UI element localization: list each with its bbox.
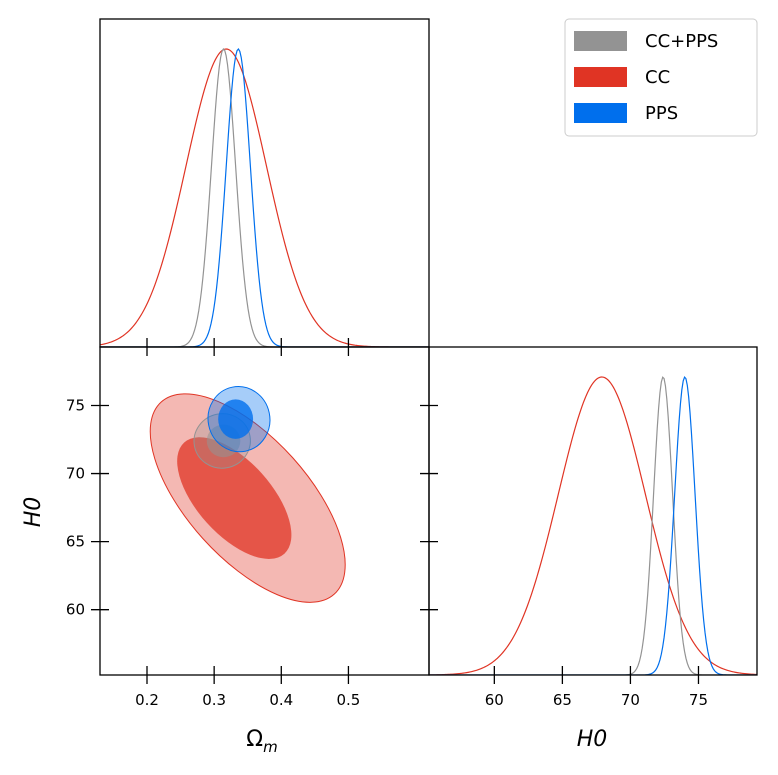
omega-m-tick-label-3: 0.5 [336,691,360,709]
h0-x-tick-label-0: 60 [485,691,504,709]
legend-label-pps: PPS [645,103,678,124]
x-axis-label-h0: H0 [577,727,608,752]
pps-contour-inner [218,399,254,439]
omega-m-tick-label-2: 0.4 [269,691,293,709]
omega-m-tick-label-1: 0.3 [202,691,226,709]
y-axis-label-h0: H0 [21,497,46,528]
legend-swatch-cc [574,67,627,87]
legend-swatch-cc-pps [574,31,627,51]
panel-omega-m-1d [99,18,430,356]
legend-label-cc: CC [645,67,670,88]
h0-x-tick-label-1: 65 [553,691,572,709]
h0-x-tick-label-2: 70 [621,691,640,709]
legend-label-cc-pps: CC+PPS [645,31,718,52]
h0-x-tick-label-3: 75 [689,691,708,709]
cc-contour-inner [177,437,292,559]
panel-frame [428,346,758,676]
axis-labels: Ωm H0 H0 [21,497,607,756]
legend: CC+PPS CC PPS [564,18,758,137]
omega-m-tick-label-0: 0.2 [135,691,159,709]
legend-swatch-pps [574,103,627,123]
h0-y-tick-label-1: 65 [66,533,85,551]
panel-h0-1d: 60 65 70 75 [428,346,758,709]
omega-m-density-pps [100,48,429,347]
h0-density-cc [429,376,757,675]
h0-density-pps [429,375,757,675]
panel-omega-m-vs-h0: 0.2 0.3 0.4 0.5 60 65 70 75 [66,346,438,709]
h0-density-cc-pps [429,376,757,675]
h0-y-tick-label-0: 60 [66,601,85,619]
x-axis-label-omega-m: Ωm [246,727,277,756]
h0-y-tick-label-2: 70 [66,465,85,483]
h0-y-tick-label-3: 75 [66,397,85,415]
omega-m-density-cc-pps [100,48,429,347]
omega-m-density-cc [100,48,429,347]
